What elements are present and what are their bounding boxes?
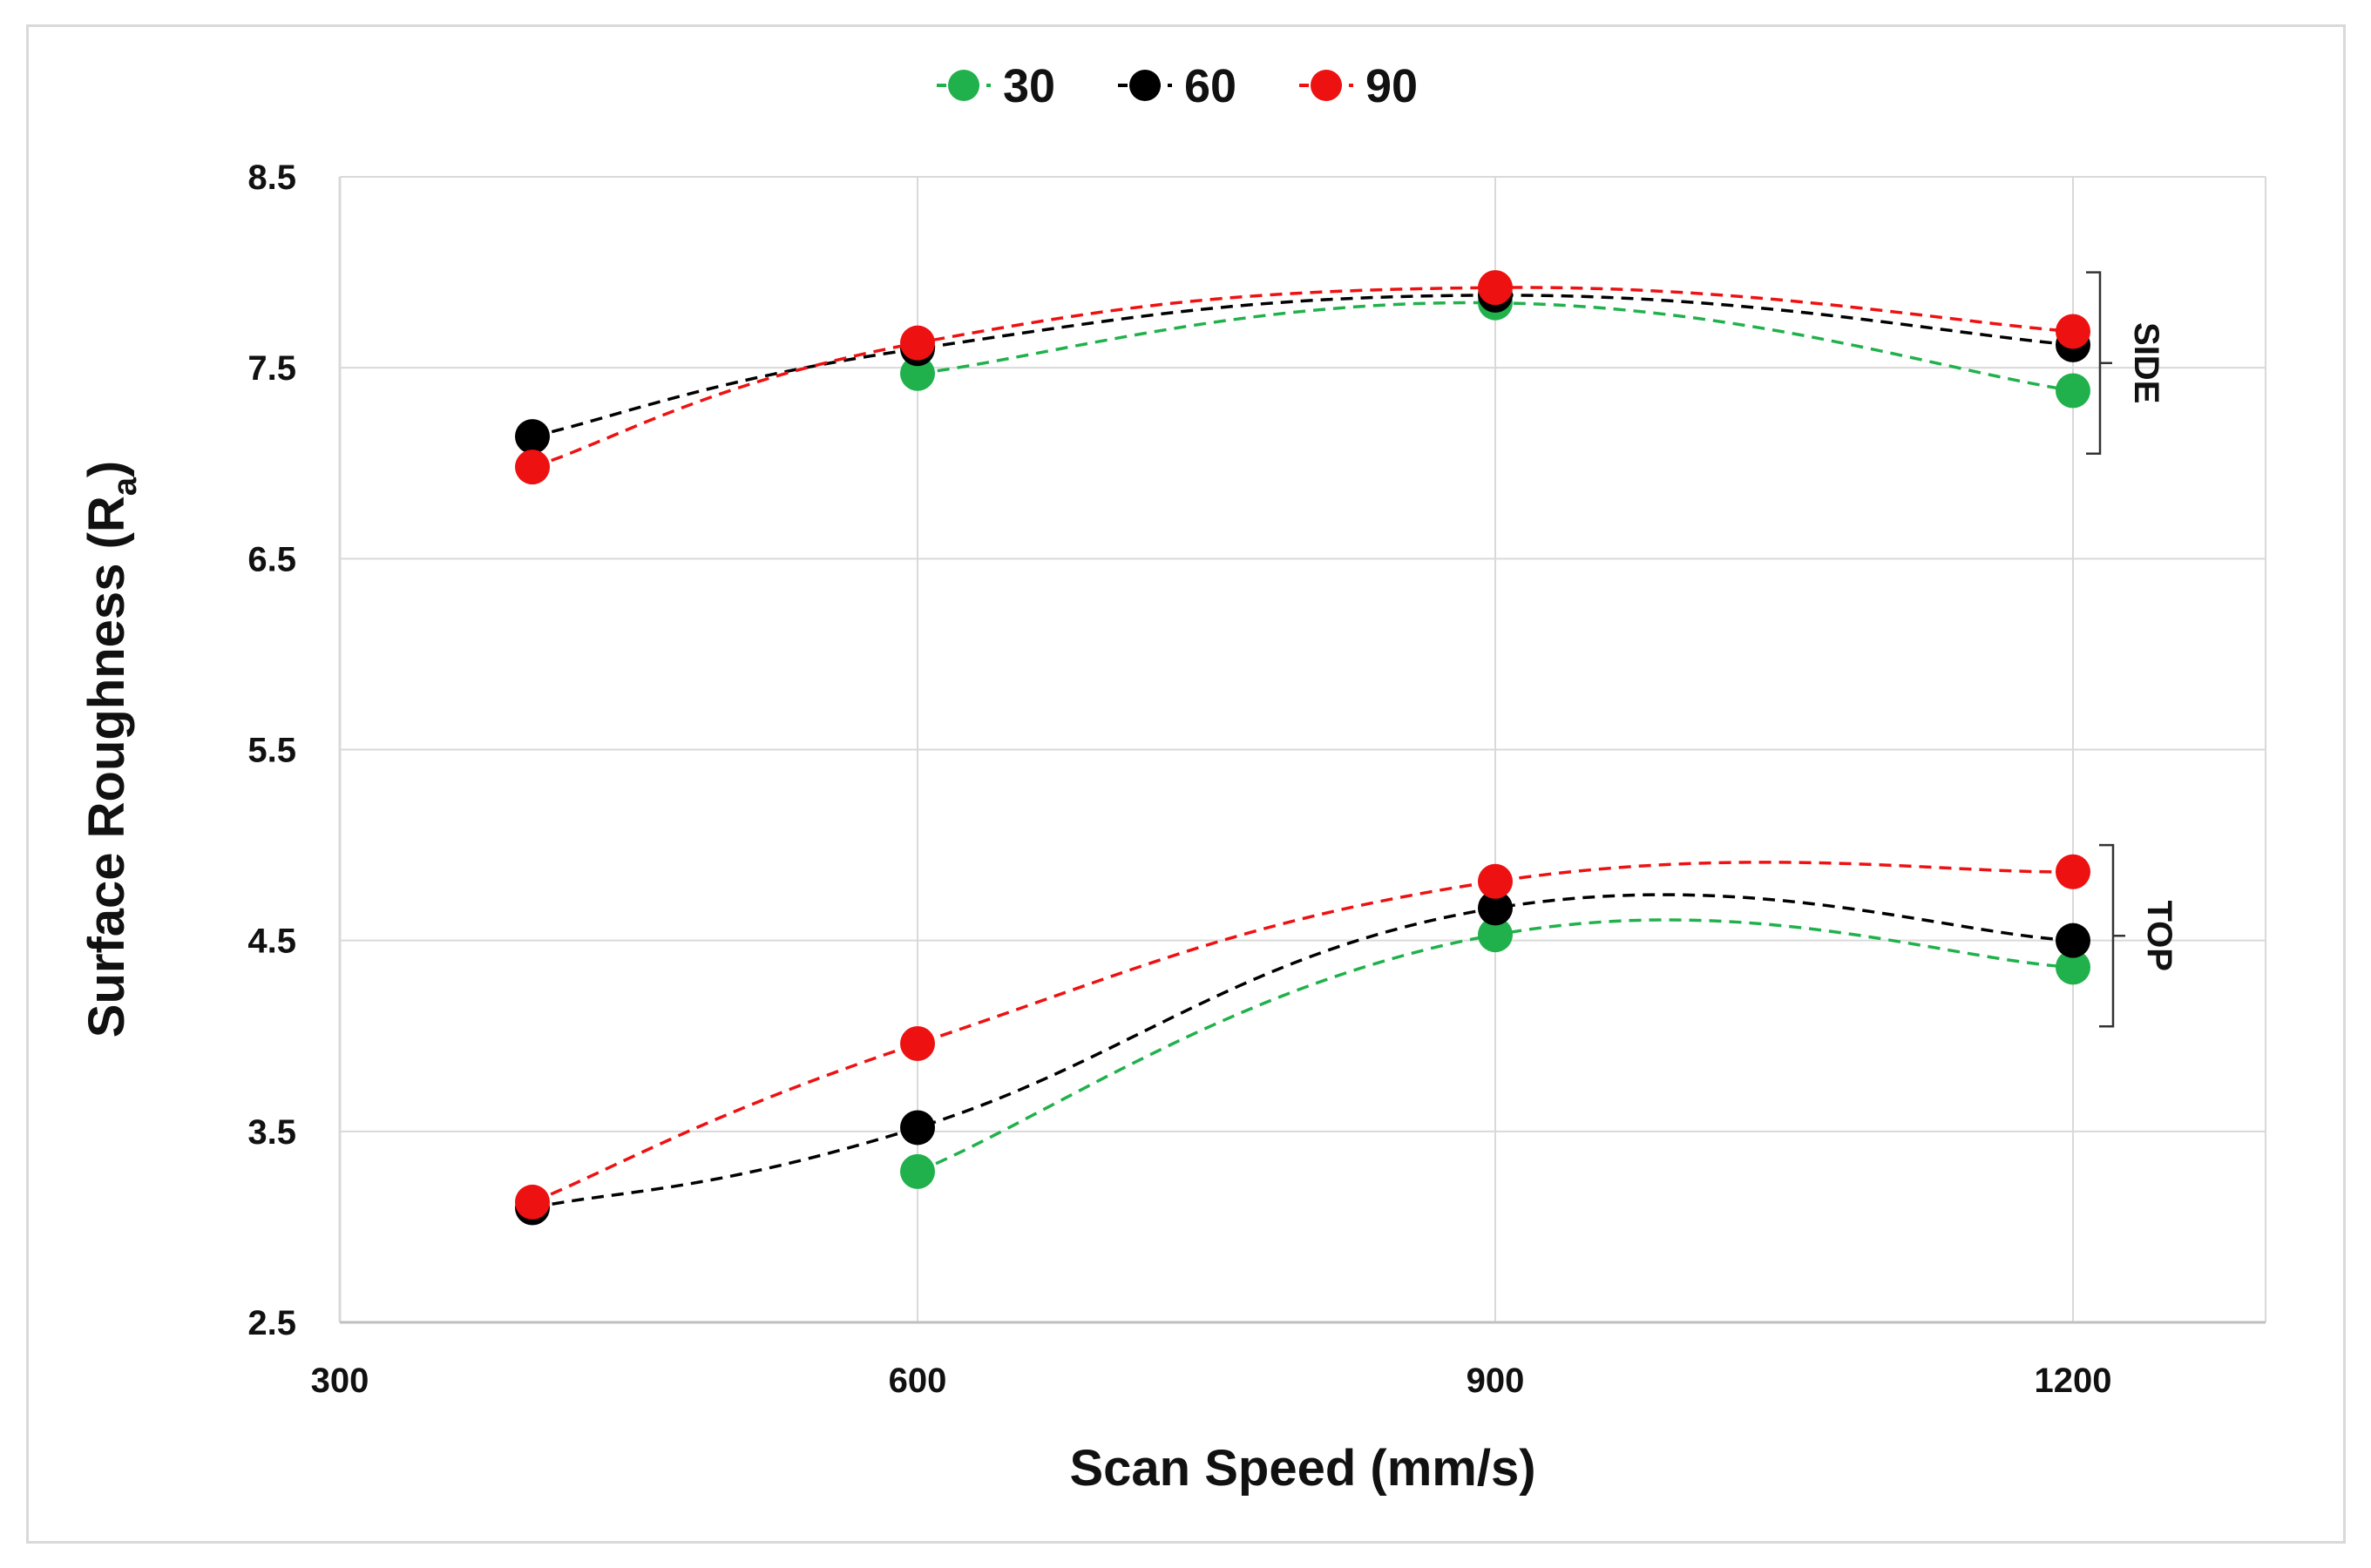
y-tick-label: 3.5	[247, 1113, 296, 1152]
data-point	[1478, 863, 1513, 899]
y-axis-title-subscript: a	[107, 476, 144, 496]
group-label: TOP	[2140, 900, 2178, 971]
data-point	[900, 1110, 935, 1146]
data-point	[900, 355, 935, 391]
series-90-side	[515, 270, 2090, 485]
series-line	[532, 861, 2074, 1204]
y-tick-label: 2.5	[247, 1304, 296, 1342]
series-group	[515, 270, 2090, 1226]
legend-item: 90	[1299, 60, 1418, 112]
data-point	[1478, 270, 1513, 306]
legend-item: 30	[937, 60, 1055, 112]
data-point	[2056, 950, 2090, 985]
annotation-side: SIDE	[2086, 271, 2165, 456]
brace	[2086, 271, 2112, 456]
annotation-top: TOP	[2099, 843, 2178, 1028]
series-line	[532, 893, 2074, 1210]
x-tick-label: 900	[1467, 1362, 1525, 1400]
data-point	[900, 325, 935, 361]
group-label: SIDE	[2127, 322, 2165, 403]
chart-frame	[26, 24, 2346, 1544]
data-point	[1478, 890, 1513, 926]
legend-label: 90	[1365, 60, 1418, 112]
brace	[2099, 843, 2125, 1028]
x-tick-label: 1200	[2035, 1362, 2112, 1400]
y-tick-labels: 2.5 3.5 4.5 5.5 6.5 7.5 8.5	[247, 159, 296, 1342]
x-tick-label: 600	[889, 1362, 947, 1400]
x-axis-title: Scan Speed (mm/s)	[1069, 1440, 1535, 1497]
legend-label: 60	[1184, 60, 1236, 112]
y-tick-label: 7.5	[247, 349, 296, 388]
series-line	[532, 294, 2074, 438]
series-60-side	[515, 277, 2090, 455]
x-tick-labels: 300 600 900 1200	[311, 1362, 2112, 1400]
data-point	[2056, 314, 2090, 349]
legend-marker	[1129, 70, 1161, 101]
group-annotations: SIDE TOP	[2086, 271, 2178, 1028]
y-tick-label: 6.5	[247, 540, 296, 578]
series-line	[532, 286, 2074, 469]
grid-lines	[340, 176, 2266, 1322]
legend-marker	[948, 70, 979, 101]
legend-label: 30	[1003, 60, 1055, 112]
data-point	[2056, 373, 2090, 409]
data-point	[2056, 854, 2090, 889]
y-axis-title: Surface Roughness (Ra)	[78, 461, 144, 1037]
y-tick-label: 8.5	[247, 159, 296, 197]
legend-item: 60	[1118, 60, 1236, 112]
axes	[338, 177, 2266, 1324]
data-point	[515, 419, 550, 455]
series-90-top	[515, 854, 2090, 1220]
data-point	[515, 449, 550, 485]
y-axis-title-close: )	[78, 461, 135, 477]
legend-marker	[1311, 70, 1342, 101]
series-30-top	[900, 917, 2090, 1189]
data-point	[2056, 923, 2090, 958]
x-tick-label: 300	[311, 1362, 369, 1400]
y-axis-title-main: Surface Roughness (R	[78, 496, 135, 1037]
data-point	[515, 1184, 550, 1220]
y-tick-label: 5.5	[247, 732, 296, 770]
legend: 30 60 90	[937, 60, 1418, 112]
data-point	[900, 1026, 935, 1062]
y-tick-label: 4.5	[247, 923, 296, 961]
data-point	[900, 1153, 935, 1189]
data-point	[1478, 917, 1513, 953]
